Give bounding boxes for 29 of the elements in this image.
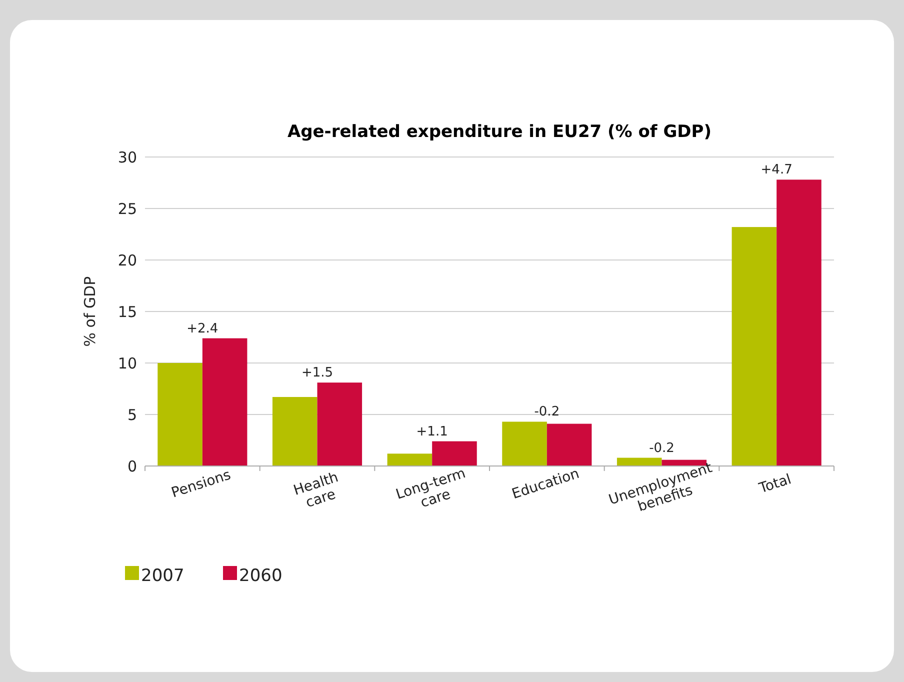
bar <box>732 227 777 466</box>
y-tick-label: 20 <box>118 251 137 270</box>
x-tick-label: Health care <box>292 469 340 512</box>
bar <box>432 441 477 466</box>
bar <box>387 454 432 466</box>
y-tick-label: 15 <box>118 302 137 321</box>
bar <box>202 338 248 466</box>
bar <box>502 422 547 466</box>
y-tick-label: 10 <box>118 354 137 372</box>
annotation: -0.2 <box>534 404 560 420</box>
annotation: +4.7 <box>760 162 792 178</box>
annotation: +1.5 <box>301 366 334 381</box>
legend-label: 2007 <box>141 566 184 586</box>
y-tick-label: 30 <box>118 148 137 166</box>
bar <box>776 180 822 466</box>
y-axis-title: % of GDP <box>81 276 99 347</box>
bar <box>546 424 592 466</box>
y-tick-label: 0 <box>127 457 137 476</box>
y-tick-label: 25 <box>118 200 137 218</box>
annotation: +1.1 <box>416 424 448 440</box>
bar <box>158 363 202 466</box>
bar <box>272 396 318 466</box>
bar <box>317 382 362 466</box>
annotation: +2.4 <box>186 321 218 336</box>
chart-title: Age-related expenditure in EU27 (% of GDP) <box>287 122 712 142</box>
y-tick-label: 5 <box>127 406 137 424</box>
legend-label: 2060 <box>239 566 282 586</box>
x-tick-label: Total <box>756 472 794 498</box>
annotation: -0.2 <box>649 440 674 456</box>
